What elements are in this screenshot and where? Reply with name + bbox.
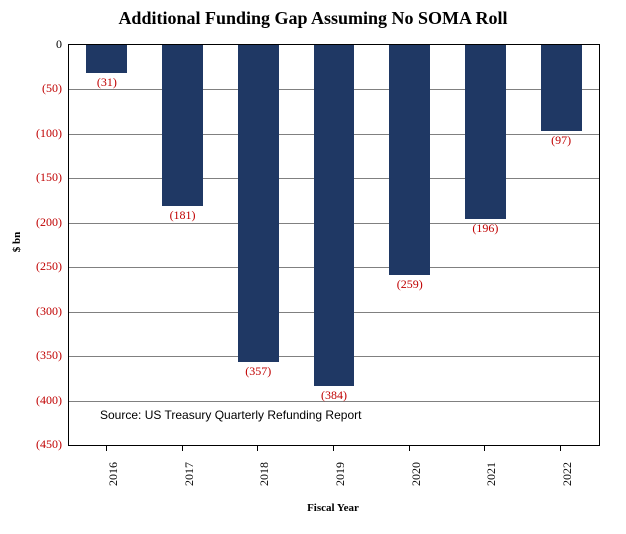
y-tick-label: (350) (12, 348, 62, 363)
x-tick-label: 2022 (560, 454, 575, 494)
funding-gap-chart: Additional Funding Gap Assuming No SOMA … (0, 0, 626, 534)
y-tick-label: (450) (12, 437, 62, 452)
bar-value-label: (357) (228, 364, 288, 379)
y-tick-label: (300) (12, 304, 62, 319)
bar (314, 45, 355, 386)
x-tick (484, 445, 485, 451)
x-tick (106, 445, 107, 451)
chart-title: Additional Funding Gap Assuming No SOMA … (0, 8, 626, 29)
plot-area: (31) (181) (357) (384) (259) (196) (97) (68, 44, 600, 446)
y-tick-label: 0 (12, 37, 62, 52)
x-tick-label: 2016 (106, 454, 121, 494)
y-tick-label: (50) (12, 81, 62, 96)
bar (162, 45, 203, 206)
x-tick-label: 2018 (257, 454, 272, 494)
x-tick (182, 445, 183, 451)
bar-value-label: (181) (153, 208, 213, 223)
x-axis-label: Fiscal Year (68, 502, 598, 514)
x-tick-label: 2020 (409, 454, 424, 494)
y-axis-label: $ bn (11, 227, 23, 257)
y-tick-label: (100) (12, 126, 62, 141)
x-tick-label: 2019 (333, 454, 348, 494)
y-tick-label: (400) (12, 393, 62, 408)
x-tick (257, 445, 258, 451)
y-tick-label: (250) (12, 259, 62, 274)
x-tick (560, 445, 561, 451)
bar-value-label: (97) (531, 133, 591, 148)
source-note: Source: US Treasury Quarterly Refunding … (100, 408, 361, 422)
x-tick-label: 2021 (484, 454, 499, 494)
bar (465, 45, 506, 219)
bar-value-label: (31) (77, 75, 137, 90)
x-tick (333, 445, 334, 451)
bar-value-label: (196) (455, 221, 515, 236)
bar (86, 45, 127, 73)
x-tick (409, 445, 410, 451)
bar (238, 45, 279, 362)
bar (541, 45, 582, 131)
x-tick-label: 2017 (182, 454, 197, 494)
y-tick-label: (200) (12, 215, 62, 230)
bar-value-label: (259) (380, 277, 440, 292)
bar-value-label: (384) (304, 388, 364, 403)
bar (389, 45, 430, 275)
y-tick-label: (150) (12, 170, 62, 185)
